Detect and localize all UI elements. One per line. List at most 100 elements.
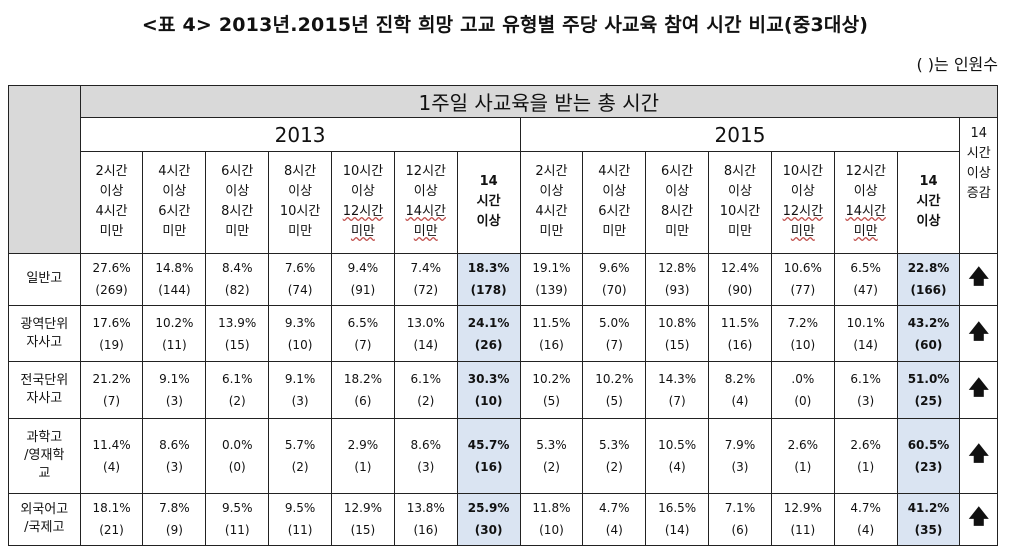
percent-value: 25.9% — [467, 501, 510, 516]
category-header-line: 10시간 — [342, 164, 384, 180]
count-value: (5) — [542, 394, 560, 409]
percent-value: 7.1% — [724, 501, 756, 516]
count-value: (16) — [474, 459, 503, 474]
category-header-line: 14시간 — [845, 204, 886, 220]
count-value: (4) — [103, 459, 121, 474]
count-value: (26) — [474, 337, 503, 352]
percent-value: 2.6% — [850, 437, 881, 452]
percent-value: 5.3% — [599, 437, 630, 452]
percent-value: 8.6% — [410, 437, 442, 452]
count-value: (166) — [910, 283, 947, 298]
count-value: (16) — [727, 337, 753, 352]
category-header-line: 8시간 — [221, 204, 254, 220]
count-value: (16) — [539, 337, 564, 352]
data-cell: 8.6% (3) — [142, 417, 207, 494]
percent-value: 12.8% — [658, 261, 697, 276]
category-header-line: 4시간 — [95, 204, 128, 220]
data-cell: 0.0% (0) — [205, 417, 270, 494]
category-header-line: 이상 — [916, 214, 941, 230]
category-header-line: 2시간 — [535, 164, 568, 180]
category-header-line: 12시간 — [845, 164, 886, 180]
increase-arrow-icon: 🡅 — [959, 252, 998, 307]
count-value: (25) — [914, 394, 943, 409]
count-value: (15) — [664, 337, 690, 352]
percent-value: 9.3% — [284, 315, 316, 330]
category-header-line: 8시간 — [283, 164, 317, 180]
increase-arrow-icon: 🡅 — [959, 305, 998, 363]
data-cell: 8.6% (3) — [393, 417, 458, 494]
data-cell: 5.3% (2) — [582, 417, 647, 494]
category-header-line: 시간 — [476, 194, 501, 210]
category-header-line: 4시간 — [158, 164, 191, 180]
category-header-line: 14시간 — [405, 204, 446, 220]
percent-value: 2.6% — [787, 437, 819, 452]
percent-value: 9.5% — [284, 501, 316, 516]
percent-value: 5.7% — [284, 437, 316, 452]
count-value: (35) — [914, 523, 943, 538]
data-cell: 43.2% (60) — [896, 305, 961, 363]
row-label: 과학고/영재학 교 — [8, 417, 81, 494]
percent-value: 7.9% — [724, 437, 756, 452]
percent-value: 45.7% — [467, 437, 510, 452]
data-cell: 9.5% (11) — [268, 492, 332, 547]
count-value: (10) — [790, 337, 816, 352]
data-cell: 25.9% (30) — [456, 492, 521, 547]
count-value: (9) — [165, 523, 183, 538]
row-label: 일반고 — [8, 252, 81, 307]
row-label-line: 과학고 — [26, 429, 63, 445]
data-cell: 13.9% (15) — [205, 305, 270, 363]
data-cell: 12.9% (15) — [331, 492, 395, 547]
category-header-y2015-4: 10시간 이상 12시간 미만 — [770, 150, 835, 254]
count-value: (14) — [664, 523, 690, 538]
category-header-y2013-4: 10시간 이상 12시간 미만 — [331, 150, 395, 254]
data-cell: 12.8% (93) — [645, 252, 710, 307]
percent-value: 8.6% — [159, 437, 190, 452]
category-header-y2015-1: 4시간 이상 6시간 미만 — [582, 150, 647, 254]
count-value: (5) — [605, 394, 623, 409]
count-value: (90) — [727, 283, 753, 298]
table-row: 일반고 27.6% (269) 14.8% (144) 8.4% (82) 7.6% (74) 9… — [8, 252, 998, 307]
percent-value: 6.1% — [850, 372, 881, 387]
change-header-line: 시간 — [966, 146, 991, 162]
percent-value: 41.2% — [907, 501, 950, 516]
corner-cell — [8, 85, 81, 254]
table-row: 외국어고/국제고 18.1% (21) 7.8% (9) 9.5% (11) 9.5% (11)… — [8, 492, 998, 547]
percent-value: 7.2% — [787, 315, 819, 330]
data-cell: 7.9% (3) — [708, 417, 772, 494]
data-cell: 7.4% (72) — [393, 252, 458, 307]
percent-value: 12.9% — [343, 501, 382, 516]
count-value: (3) — [291, 394, 309, 409]
percent-value: 14.3% — [658, 372, 697, 387]
category-header-line: 2시간 — [95, 164, 128, 180]
percent-value: 17.6% — [92, 315, 131, 330]
category-header-line: 미만 — [288, 224, 313, 240]
data-cell: 51.0% (25) — [896, 361, 961, 419]
data-cell: 6.1% (3) — [833, 361, 898, 419]
data-cell: 6.1% (2) — [205, 361, 270, 419]
count-value: (2) — [228, 394, 246, 409]
percent-value: 13.8% — [406, 501, 445, 516]
percent-value: 8.4% — [221, 261, 253, 276]
data-cell: 7.2% (10) — [770, 305, 835, 363]
category-header-line: 6시간 — [221, 164, 254, 180]
table-title: <표 4> 2013년.2015년 진학 희망 고교 유형별 주당 사교육 참여… — [141, 14, 869, 36]
category-header-line: 미만 — [350, 224, 375, 240]
count-value: (72) — [413, 283, 439, 298]
category-header-line: 이상 — [476, 214, 501, 230]
data-cell: 21.2% (7) — [79, 361, 144, 419]
data-cell: 5.0% (7) — [582, 305, 647, 363]
count-value: (60) — [914, 337, 943, 352]
percent-value: 5.0% — [599, 315, 630, 330]
count-value: (15) — [350, 523, 376, 538]
percent-value: 12.4% — [720, 261, 760, 276]
percent-value: 10.1% — [846, 315, 885, 330]
data-cell: 10.8% (15) — [645, 305, 710, 363]
row-label-line: 전국단위 — [20, 373, 69, 389]
category-header-line: 이상 — [225, 184, 250, 200]
category-header-line: 미만 — [539, 224, 564, 240]
year-header-2015: 2015 — [519, 117, 961, 152]
main-header: 1주일 사교육을 받는 총 시간 — [79, 84, 999, 119]
data-cell: 60.5% (23) — [896, 417, 961, 494]
category-header-line: 10시간 — [279, 204, 321, 220]
percent-value: 51.0% — [907, 372, 950, 387]
